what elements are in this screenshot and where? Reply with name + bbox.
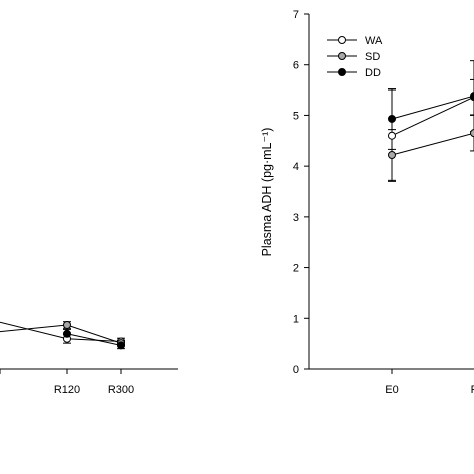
data-point-dd	[63, 329, 71, 338]
right-y-axis-title: Plasma ADH (pg·mL⁻¹)	[260, 128, 274, 257]
y-tick-label: 7	[293, 9, 299, 21]
legend-marker-wa	[338, 36, 346, 44]
x-tick-label: R120	[54, 384, 80, 396]
data-point-wa	[388, 131, 396, 140]
left-panel: R120 R300	[0, 321, 178, 396]
series-line-dd	[391, 95, 474, 120]
legend: WA SD DD	[327, 35, 383, 79]
legend-marker-dd	[338, 68, 346, 76]
legend-marker-sd	[338, 52, 346, 60]
data-point-dd	[388, 114, 396, 123]
series-line-wa	[0, 321, 122, 342]
y-tick-label: 0	[293, 364, 299, 376]
legend-label-sd: SD	[365, 51, 380, 63]
y-tick-label: 3	[293, 212, 299, 224]
x-tick-label: R300	[108, 384, 134, 396]
y-tick-label: 2	[293, 263, 299, 275]
data-point-sd	[63, 321, 71, 329]
y-tick-label: 4	[293, 161, 299, 173]
y-tick-label: 6	[293, 60, 299, 72]
legend-label-wa: WA	[365, 35, 383, 47]
x-tick-label: F	[471, 384, 474, 396]
series-line-dd	[66, 333, 122, 346]
legend-label-dd: DD	[365, 67, 381, 79]
data-point-sd	[470, 129, 474, 138]
data-point-sd	[388, 150, 396, 159]
data-point-dd	[470, 92, 474, 101]
y-tick-label: 5	[293, 110, 299, 122]
x-tick-label: E0	[385, 384, 398, 396]
series-line-sd	[391, 132, 474, 156]
series-line-wa	[391, 96, 474, 137]
data-point-dd	[117, 341, 125, 350]
y-tick-label: 1	[293, 313, 299, 325]
right-panel: 0 1 2 3 4 5 6 7 E0 F Plasma ADH (pg·mL⁻¹) WA SD DD	[260, 9, 474, 396]
